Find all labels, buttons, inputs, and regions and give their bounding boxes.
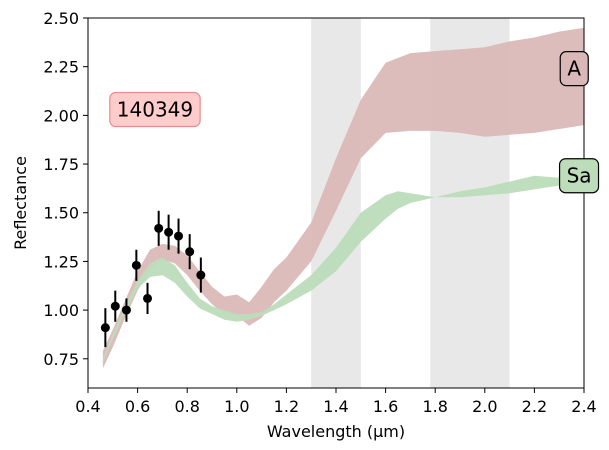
observed-points bbox=[100, 210, 206, 348]
annotation-140349: 140349 bbox=[109, 91, 201, 128]
annotation-text: A bbox=[567, 57, 581, 81]
x-tick-label: 1.8 bbox=[422, 397, 447, 416]
band-sa bbox=[102, 175, 585, 363]
x-tick-label: 0.8 bbox=[174, 397, 199, 416]
annotation-box bbox=[558, 158, 600, 194]
y-tick-label: 1.00 bbox=[43, 301, 79, 320]
data-point bbox=[196, 270, 206, 280]
y-tick-label: 1.75 bbox=[43, 155, 79, 174]
y-tick-label: 2.50 bbox=[43, 9, 79, 28]
y-tick-label: 2.25 bbox=[43, 58, 79, 77]
y-tick-label: 0.75 bbox=[43, 350, 79, 369]
annotation-box bbox=[559, 51, 589, 87]
model-bands bbox=[102, 27, 585, 369]
x-tick-label: 0.4 bbox=[75, 397, 100, 416]
x-axis-label: Wavelength (µm) bbox=[267, 422, 405, 441]
x-tick-label: 1.0 bbox=[224, 397, 249, 416]
band-a bbox=[102, 27, 585, 369]
data-point bbox=[110, 301, 120, 311]
y-tick-label: 2.00 bbox=[43, 106, 79, 125]
data-point bbox=[164, 227, 174, 237]
annotation-box bbox=[109, 91, 201, 128]
data-point bbox=[185, 247, 195, 257]
x-tick-label: 2.2 bbox=[522, 397, 547, 416]
annotations: 140349 A Sa bbox=[109, 51, 600, 194]
x-tick-label: 2.4 bbox=[571, 397, 596, 416]
x-tick-label: 1.2 bbox=[274, 397, 299, 416]
x-tick-label: 1.4 bbox=[323, 397, 348, 416]
x-tick-label: 0.6 bbox=[125, 397, 150, 416]
data-point bbox=[143, 293, 153, 303]
y-axis-label: Reflectance bbox=[11, 156, 30, 250]
data-point bbox=[121, 305, 131, 315]
data-point bbox=[131, 260, 141, 270]
y-tick-label: 1.25 bbox=[43, 252, 79, 271]
data-point bbox=[100, 323, 110, 333]
data-point bbox=[174, 231, 184, 241]
annotation-text: Sa bbox=[567, 164, 592, 188]
x-tick-label: 2.0 bbox=[472, 397, 497, 416]
y-tick-label: 1.50 bbox=[43, 204, 79, 223]
annotation-a: A bbox=[559, 51, 589, 87]
data-point bbox=[154, 223, 164, 233]
axis-ticks: 0.4 0.6 0.8 1.0 1.2 1.4 1.6 1.8 2.0 2.2 2.4 0.75 1.0… bbox=[43, 9, 596, 416]
annotation-sa: Sa bbox=[558, 158, 600, 194]
annotation-text: 140349 bbox=[117, 98, 193, 122]
x-tick-label: 1.6 bbox=[373, 397, 398, 416]
